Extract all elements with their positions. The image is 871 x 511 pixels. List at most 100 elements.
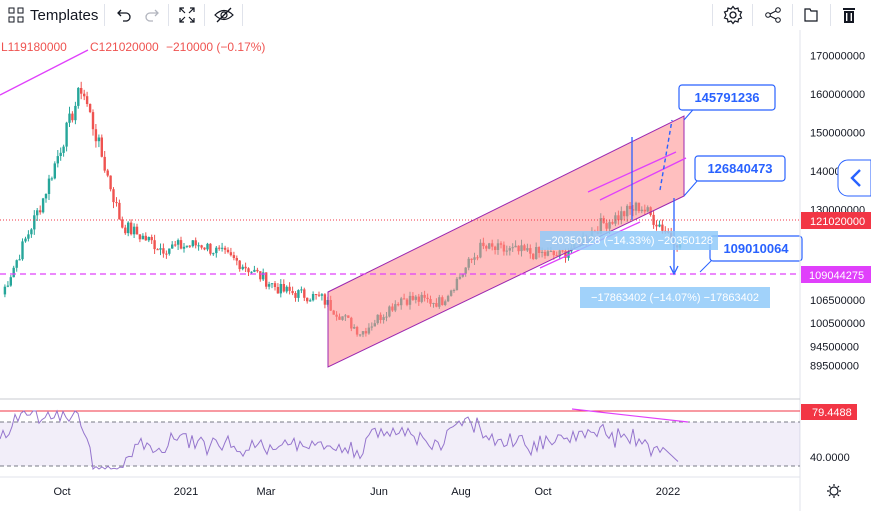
svg-text:126840473: 126840473 bbox=[707, 161, 772, 176]
candle-body bbox=[127, 222, 130, 234]
chart-canvas[interactable]: 145791236 126840473 109010064 −20350128 … bbox=[0, 30, 871, 511]
candle-body bbox=[238, 260, 241, 270]
candle-body bbox=[53, 163, 56, 179]
settings-icon[interactable] bbox=[720, 0, 746, 30]
projection-dashed-line[interactable] bbox=[659, 119, 673, 191]
candle-body bbox=[115, 202, 118, 204]
candle-body bbox=[273, 283, 277, 287]
time-tick-label: Oct bbox=[53, 486, 70, 498]
candle-body bbox=[270, 283, 274, 285]
rsi-level-badge: 79.4488 bbox=[801, 404, 857, 420]
trash-icon[interactable] bbox=[836, 0, 862, 30]
hide-drawings-icon[interactable] bbox=[210, 0, 238, 30]
candle-body bbox=[176, 240, 180, 245]
templates-icon[interactable] bbox=[4, 0, 28, 30]
toolbar-divider bbox=[752, 4, 753, 26]
svg-text:79.4488: 79.4488 bbox=[812, 407, 852, 419]
current-price-badge: 121020000 bbox=[801, 212, 871, 229]
axis-settings-icon[interactable] bbox=[827, 484, 841, 498]
undo-icon[interactable] bbox=[112, 0, 136, 30]
snapshot-icon[interactable] bbox=[798, 0, 824, 30]
chevron-left-icon bbox=[850, 169, 861, 187]
time-tick-label: Oct bbox=[534, 486, 551, 498]
callout-target-high[interactable]: 145791236 bbox=[678, 84, 776, 111]
candle-body bbox=[564, 251, 567, 258]
candle-body bbox=[153, 240, 156, 250]
fullscreen-icon[interactable] bbox=[174, 0, 200, 30]
candle-body bbox=[309, 300, 312, 302]
candle-body bbox=[91, 112, 95, 130]
price-tick-label: 100500000 bbox=[810, 318, 865, 330]
legend-close: C121020000 bbox=[90, 40, 159, 54]
price-axis[interactable]: 1700000001600000001500000001400000001300… bbox=[810, 51, 865, 373]
toolbar-divider bbox=[792, 4, 793, 26]
candle-body bbox=[15, 260, 18, 268]
time-axis[interactable]: Oct 2021 Mar Jun Aug Oct 2022 bbox=[53, 486, 680, 498]
time-tick-label: Mar bbox=[257, 486, 276, 498]
candle-body bbox=[220, 247, 224, 249]
candle-body bbox=[88, 104, 92, 112]
price-tick-label: 94500000 bbox=[810, 341, 859, 353]
candle-body bbox=[179, 240, 183, 249]
callout-pointer-low bbox=[699, 259, 713, 273]
candle-body bbox=[56, 156, 59, 164]
templates-button[interactable]: Templates bbox=[30, 6, 99, 24]
price-tick-label: 160000000 bbox=[810, 89, 865, 101]
candle-body bbox=[194, 240, 197, 246]
rsi-divergence-line[interactable] bbox=[571, 408, 689, 423]
candle-body bbox=[652, 214, 655, 225]
candle-body bbox=[97, 137, 101, 142]
candle-body bbox=[74, 105, 77, 121]
rsi-band bbox=[0, 422, 800, 466]
candle-body bbox=[109, 175, 112, 190]
candle-body bbox=[80, 88, 83, 94]
alert-tab[interactable] bbox=[837, 159, 871, 197]
candle-body bbox=[185, 245, 189, 247]
candle-body bbox=[147, 237, 150, 241]
candle-body bbox=[65, 122, 68, 147]
price-tick-label: 106500000 bbox=[810, 295, 865, 307]
toolbar-divider bbox=[242, 4, 243, 26]
candle-body bbox=[100, 137, 103, 157]
candle-body bbox=[320, 294, 324, 296]
measure-label-upper[interactable]: −20350128 (−14.33%) −20350128 bbox=[540, 231, 718, 250]
candle-body bbox=[317, 294, 321, 296]
share-icon[interactable] bbox=[760, 0, 786, 30]
candle-body bbox=[138, 234, 142, 240]
trendline-mid-2[interactable] bbox=[599, 157, 687, 201]
measure-label-lower[interactable]: −17863402 (−14.07%) −17863402 bbox=[580, 287, 770, 308]
candle-body bbox=[112, 189, 115, 203]
candle-body bbox=[36, 210, 39, 216]
candle-body bbox=[658, 224, 661, 227]
candle-body bbox=[279, 284, 282, 294]
candle-body bbox=[44, 194, 48, 199]
svg-text:109010064: 109010064 bbox=[723, 241, 789, 256]
redo-icon[interactable] bbox=[140, 0, 164, 30]
time-tick-label: Aug bbox=[451, 486, 471, 498]
svg-text:−20350128 (−14.33%) −20350128: −20350128 (−14.33%) −20350128 bbox=[545, 235, 713, 247]
toolbar-divider bbox=[168, 4, 169, 26]
toolbar-divider bbox=[830, 4, 831, 26]
candle-body bbox=[267, 284, 271, 287]
candle-body bbox=[68, 113, 71, 123]
candle-body bbox=[253, 269, 256, 272]
callout-target-low[interactable]: 109010064 bbox=[709, 235, 803, 262]
callout-target-mid[interactable]: 126840473 bbox=[694, 155, 786, 182]
candle-body bbox=[188, 245, 191, 247]
candle-body bbox=[159, 248, 162, 250]
trendline-upper-left[interactable] bbox=[0, 49, 89, 96]
candle-body bbox=[150, 237, 153, 241]
candle-body bbox=[62, 146, 65, 153]
candle-body bbox=[256, 269, 259, 272]
candle-body bbox=[282, 284, 285, 292]
top-toolbar: Templates bbox=[0, 0, 871, 31]
arrow-head-icon bbox=[669, 265, 679, 276]
candle-body bbox=[27, 234, 30, 239]
candle-body bbox=[168, 248, 171, 254]
candle-body bbox=[50, 178, 54, 180]
svg-text:121020000: 121020000 bbox=[810, 216, 865, 228]
candle-body bbox=[141, 235, 145, 240]
legend-change: −210000 (−0.17%) bbox=[166, 40, 265, 54]
rsi-line bbox=[0, 409, 679, 470]
candle-body bbox=[85, 96, 89, 104]
